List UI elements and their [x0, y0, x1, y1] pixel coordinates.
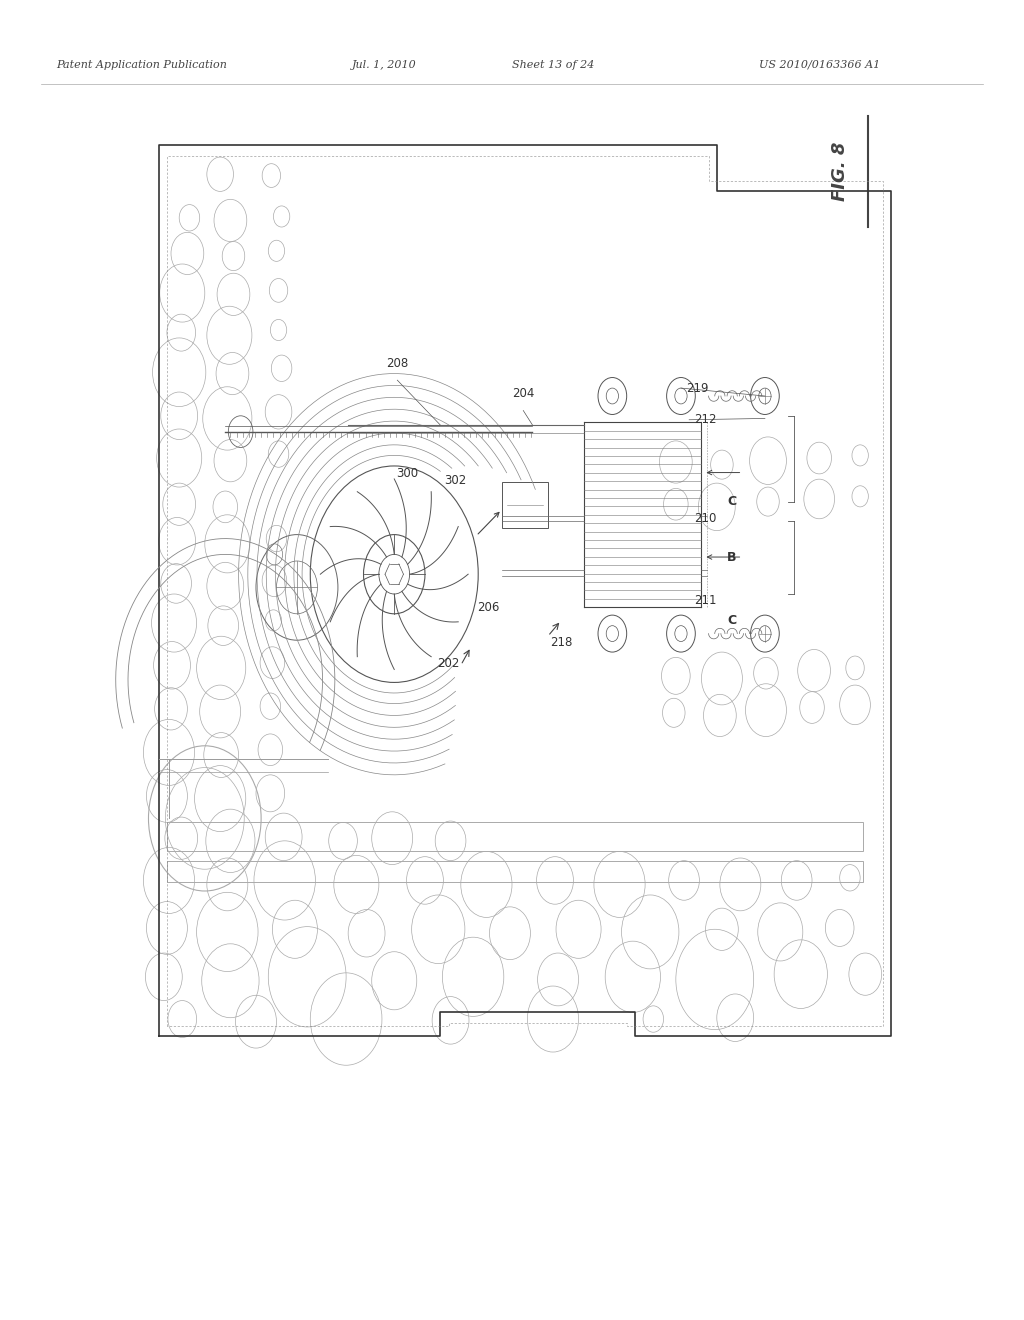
Text: 219: 219	[686, 381, 709, 395]
Text: Sheet 13 of 24: Sheet 13 of 24	[512, 59, 594, 70]
Text: 212: 212	[694, 413, 717, 426]
Text: US 2010/0163366 A1: US 2010/0163366 A1	[759, 59, 880, 70]
Text: 300: 300	[396, 467, 419, 480]
Text: 202: 202	[437, 657, 460, 671]
Text: 208: 208	[386, 356, 409, 370]
Text: 206: 206	[477, 601, 500, 614]
Text: FIG. 8: FIG. 8	[830, 143, 849, 201]
Text: Patent Application Publication: Patent Application Publication	[56, 59, 227, 70]
Text: 210: 210	[694, 512, 717, 525]
Text: 211: 211	[694, 594, 717, 607]
Text: Jul. 1, 2010: Jul. 1, 2010	[351, 59, 417, 70]
Bar	[167, 861, 863, 882]
Bar	[502, 482, 548, 528]
Text: C: C	[727, 614, 736, 627]
Text: 302: 302	[444, 474, 467, 487]
Text: 204: 204	[512, 387, 535, 400]
Bar	[167, 822, 863, 851]
Text: C: C	[727, 495, 736, 508]
Text: B: B	[727, 550, 736, 564]
Text: 218: 218	[550, 636, 572, 649]
